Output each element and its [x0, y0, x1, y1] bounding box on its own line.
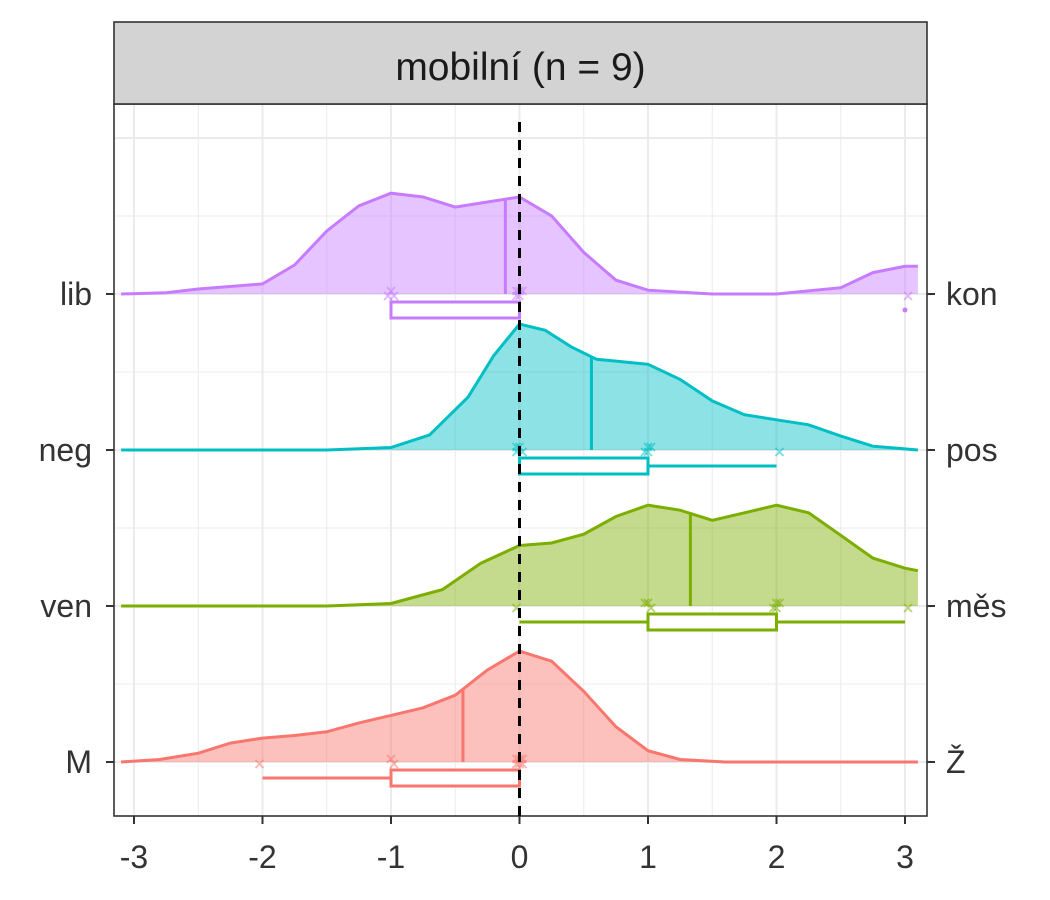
data-point: [640, 598, 650, 608]
data-point: [768, 603, 779, 613]
x-tick-label: 3: [896, 839, 914, 875]
density-line: [121, 649, 918, 764]
facet-strip-title: mobilní (n = 9): [395, 46, 645, 89]
facet-strip: [113, 21, 928, 105]
x-tick-label: 1: [639, 839, 657, 875]
y-tick-label-right: kon: [946, 276, 998, 312]
x-tick-label: -3: [120, 839, 148, 875]
data-point: [389, 291, 399, 301]
box-iqr: [518, 456, 650, 476]
box-iqr: [389, 300, 521, 320]
x-tick-label: -2: [248, 839, 276, 875]
y-tick-label-left: lib: [60, 276, 92, 312]
data-point: [643, 598, 653, 608]
data-point: [389, 759, 399, 769]
data-point: [386, 754, 396, 764]
density-line: [121, 191, 918, 296]
data-point: [643, 442, 653, 452]
density-area: [121, 193, 918, 294]
y-tick-label-left: M: [65, 744, 92, 780]
data-point: [903, 603, 913, 613]
data-point: [903, 291, 913, 301]
x-tick-label: 2: [768, 839, 786, 875]
y-tick-label-left: ven: [40, 588, 92, 624]
data-point: [640, 447, 650, 457]
density-area: [121, 324, 918, 450]
data-point: [771, 598, 782, 608]
box-iqr: [646, 612, 778, 632]
y-tick-label-right: pos: [946, 432, 998, 468]
density-line: [121, 503, 919, 608]
data-point: [774, 447, 785, 457]
y-tick-label-left: neg: [39, 432, 92, 468]
y-tick-label-right: měs: [946, 588, 1006, 624]
density-line: [121, 322, 919, 452]
box-iqr: [389, 768, 521, 788]
series-group-neg: [121, 322, 919, 476]
y-tick-label-right: Ž: [946, 744, 966, 780]
x-tick-label: 0: [511, 839, 529, 875]
data-point: [386, 286, 396, 296]
series-group-lib: [121, 191, 918, 320]
data-point: [254, 759, 265, 769]
box-outlier: [902, 307, 908, 313]
x-tick-label: -1: [377, 839, 405, 875]
